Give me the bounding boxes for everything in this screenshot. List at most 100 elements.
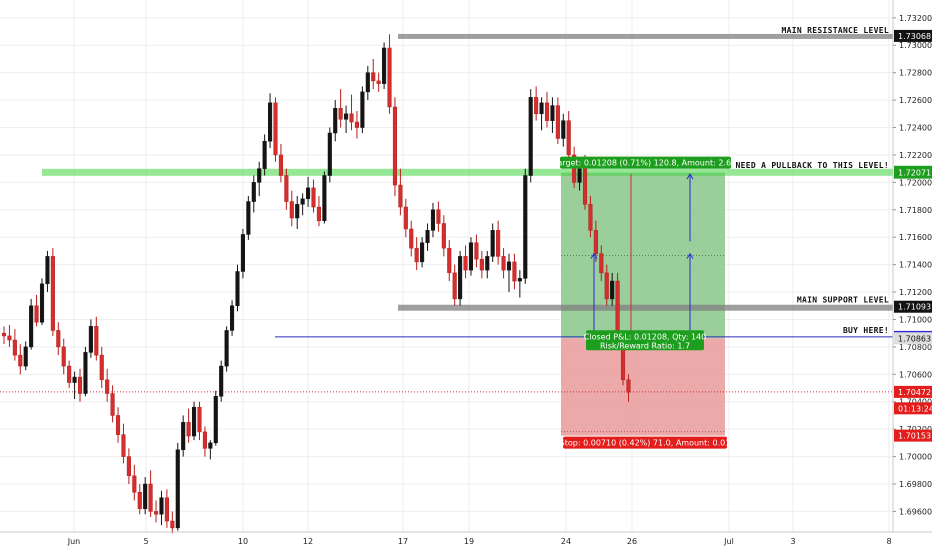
price-tick-label: 1.70600 bbox=[899, 370, 932, 379]
candle-body bbox=[447, 247, 452, 274]
buy-label: BUY HERE! bbox=[843, 326, 889, 335]
candle-body bbox=[354, 121, 359, 128]
candle-body bbox=[506, 261, 512, 271]
candle-body bbox=[544, 102, 550, 121]
candle-body bbox=[7, 335, 12, 341]
candle-body bbox=[604, 272, 609, 300]
candle-body bbox=[153, 511, 159, 515]
price-tag-box bbox=[894, 385, 932, 398]
price-tick-label: 1.71800 bbox=[899, 206, 932, 215]
candle-body bbox=[425, 230, 430, 243]
candle-body bbox=[262, 140, 267, 169]
price-tag-label: 1.70153 bbox=[898, 432, 931, 441]
candle-body bbox=[333, 108, 338, 134]
price-tick-label: 1.71600 bbox=[899, 233, 932, 242]
price-tick-label: 1.72800 bbox=[899, 69, 932, 78]
candle-body bbox=[77, 376, 83, 394]
candle-body bbox=[39, 283, 45, 323]
candle-body bbox=[403, 206, 408, 230]
candle-body bbox=[338, 108, 343, 120]
candle-body bbox=[121, 434, 126, 457]
target-label: Target: 0.01208 (0.71%) 120.8, Amount: 2… bbox=[553, 159, 736, 168]
candle-body bbox=[441, 223, 446, 249]
candle-body bbox=[29, 305, 34, 348]
candle-body bbox=[208, 442, 213, 449]
candle-body bbox=[392, 106, 398, 186]
price-tag-box bbox=[894, 429, 932, 442]
candle-body bbox=[474, 242, 479, 260]
candle-body bbox=[213, 396, 218, 444]
risk-reward-label: Risk/Reward Ratio: 1.7 bbox=[600, 341, 690, 350]
price-tick-label: 1.73000 bbox=[899, 41, 932, 50]
time-tick-label: 26 bbox=[627, 537, 637, 546]
candle-body bbox=[246, 201, 251, 235]
price-tag-label: 1.70863 bbox=[898, 334, 931, 343]
candle-body bbox=[322, 175, 327, 222]
price-tick-label: 1.72000 bbox=[899, 178, 932, 187]
candle-body bbox=[409, 228, 414, 249]
price-tag-box bbox=[894, 402, 932, 415]
candle-body bbox=[306, 187, 311, 200]
target-label-box bbox=[560, 156, 731, 169]
candle-body bbox=[235, 271, 240, 307]
time-tick-label: 17 bbox=[398, 537, 408, 546]
time-tick-label: 5 bbox=[143, 537, 148, 546]
candle-body bbox=[219, 365, 224, 397]
arrow-head-icon bbox=[686, 173, 694, 180]
price-tick-label: 1.72200 bbox=[899, 151, 932, 160]
time-tick-label: 12 bbox=[303, 537, 313, 546]
price-tick-label: 1.72600 bbox=[899, 96, 932, 105]
candle-body bbox=[539, 102, 544, 115]
time-axis[interactable]: Jun 5 10 12 17 19 24 26 Jul 3 8 bbox=[67, 537, 892, 546]
candle-body bbox=[311, 187, 316, 208]
time-tick-label: Jul bbox=[723, 537, 734, 546]
candle-body bbox=[137, 491, 142, 509]
price-tick-label: 1.69600 bbox=[899, 507, 932, 516]
candle-body bbox=[566, 120, 571, 156]
candle-body bbox=[349, 113, 354, 123]
candle-body bbox=[496, 230, 501, 257]
price-tag-label: 1.70472 bbox=[898, 388, 931, 397]
candle-body bbox=[593, 230, 598, 254]
candle-body bbox=[278, 154, 283, 176]
main-resistance-band[interactable] bbox=[398, 33, 893, 39]
candle-body bbox=[463, 256, 468, 271]
stop-label-box bbox=[563, 436, 727, 449]
candle-body bbox=[414, 247, 419, 263]
price-tags: 1.730681.720771.720711.710931.708731.708… bbox=[894, 29, 932, 442]
candle-body bbox=[99, 354, 104, 381]
price-tick-label: 1.71000 bbox=[899, 315, 932, 324]
candle-body bbox=[479, 258, 484, 271]
candle-body bbox=[273, 102, 278, 156]
candle-body bbox=[327, 132, 332, 176]
candle-body bbox=[490, 230, 495, 257]
price-tag-label: 01:13:24 bbox=[898, 404, 932, 413]
candle-body bbox=[56, 330, 61, 348]
candle-body bbox=[430, 209, 436, 231]
candle-body bbox=[115, 415, 121, 435]
price-tick-label: 1.73200 bbox=[899, 14, 932, 23]
candle-body bbox=[186, 422, 191, 437]
price-tick-label: 1.69800 bbox=[899, 480, 932, 489]
pullback-band[interactable] bbox=[42, 168, 893, 176]
candle-body bbox=[485, 256, 490, 271]
candle-body bbox=[300, 198, 305, 205]
candle-body bbox=[501, 256, 506, 271]
price-tag-box bbox=[894, 166, 932, 179]
candle-body bbox=[251, 182, 256, 202]
candle-body bbox=[316, 206, 321, 222]
candle-body bbox=[268, 102, 273, 142]
candle-body bbox=[458, 256, 463, 300]
candle-body bbox=[192, 406, 197, 437]
candle-body bbox=[110, 393, 115, 416]
candle-body bbox=[387, 47, 392, 108]
main-support-band[interactable] bbox=[398, 304, 893, 311]
candle-body bbox=[528, 97, 533, 176]
candle-body bbox=[143, 483, 148, 509]
price-tick-label: 1.72400 bbox=[899, 124, 932, 133]
time-tick-label: 24 bbox=[561, 537, 571, 546]
candle-body bbox=[72, 376, 77, 383]
candle-body bbox=[240, 234, 245, 272]
candle-body bbox=[164, 497, 169, 522]
